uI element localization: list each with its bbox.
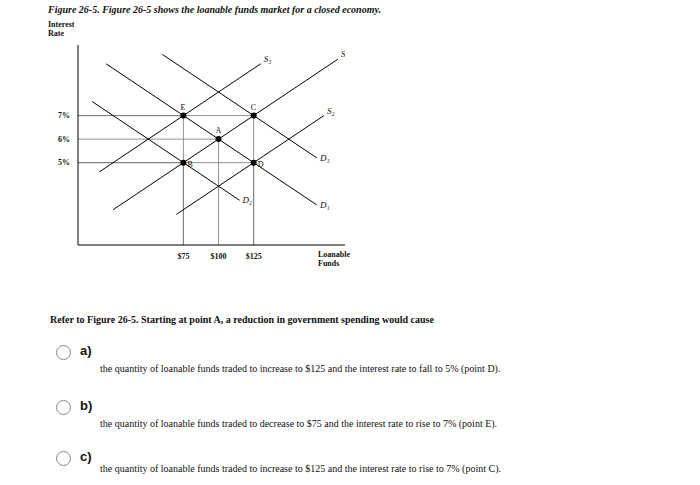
html-text:Refer to Figure 26-5. Starting: Refer to Figure 26-5. Starting at point … — [50, 314, 434, 325]
html-text:the quantity of loanable funds: the quantity of loanable funds traded to… — [100, 418, 498, 429]
svg-text:5%: 5% — [58, 158, 70, 167]
svg-text:S₃: S₃ — [264, 54, 272, 64]
html-text:the quantity of loanable funds: the quantity of loanable funds traded to… — [100, 463, 501, 474]
svg-text:A: A — [216, 126, 222, 135]
html-text:a): a) — [80, 343, 92, 358]
html-text:Loanable Funds: Loanable Funds — [318, 250, 350, 268]
svg-text:D₂: D₂ — [242, 195, 253, 205]
svg-text:S₁: S₁ — [341, 49, 345, 59]
svg-text:$100: $100 — [211, 252, 227, 261]
svg-text:D₃: D₃ — [319, 153, 330, 163]
svg-text:B: B — [187, 160, 192, 169]
svg-text:$125: $125 — [246, 252, 262, 261]
html-text:c): c) — [80, 449, 92, 464]
svg-text:7%: 7% — [58, 111, 70, 120]
html-text:b): b) — [80, 398, 93, 413]
html-text:Figure 26-5. Figure 26-5 shows: Figure 26-5. Figure 26-5 shows the loana… — [48, 4, 381, 15]
svg-text:D: D — [258, 160, 264, 169]
svg-text:D₁: D₁ — [319, 200, 330, 210]
svg-text:6%: 6% — [58, 135, 70, 144]
html-text:the quantity of loanable funds: the quantity of loanable funds traded to… — [100, 363, 501, 374]
svg-text:$75: $75 — [177, 252, 189, 261]
svg-text:C: C — [251, 103, 256, 112]
html-text:Interest Rate: Interest Rate — [48, 20, 75, 38]
svg-text:S₂: S₂ — [327, 106, 335, 116]
svg-text:E: E — [180, 103, 185, 112]
